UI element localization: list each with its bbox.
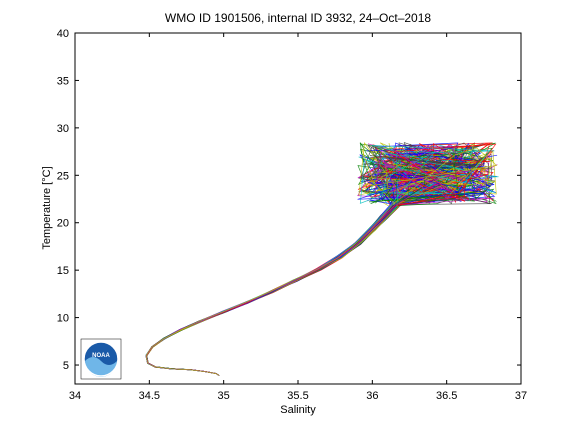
isopycnal-label: 27.8 xyxy=(293,427,309,432)
y-tick-label: 30 xyxy=(57,123,69,135)
isopycnal-label: 27.2 xyxy=(425,427,441,432)
isopycnal-label: 30 xyxy=(515,427,524,432)
y-axis: 5 10 15 20 25 30 35 40 xyxy=(57,28,521,372)
isopycnal-label: 20.4 xyxy=(357,427,373,432)
x-tick-label: 36.5 xyxy=(436,390,457,402)
isopycnal-label: 25.2 xyxy=(357,427,373,432)
isopycnal-label: 28.4 xyxy=(467,427,483,432)
y-tick-label: 5 xyxy=(63,360,69,372)
isopycnal-label: 27 xyxy=(243,427,252,432)
x-tick-label: 35.5 xyxy=(287,390,308,402)
profile-line xyxy=(146,144,433,376)
isopycnal-label: 26.4 xyxy=(398,427,414,432)
x-tick-label: 36 xyxy=(366,390,378,402)
isopycnal-label: 23.2 xyxy=(357,427,373,432)
isopycnal-label: 28 xyxy=(456,427,465,432)
isopycnal-labels: 2020.420.821.221.62222.422.823.223.62424… xyxy=(213,427,528,432)
isopycnal-label: 27.6 xyxy=(439,427,455,432)
isopycnal-label: 26.2 xyxy=(213,427,229,432)
x-tick-label: 34 xyxy=(69,390,81,402)
x-tick-label: 37 xyxy=(515,390,527,402)
isopycnal-label: 23 xyxy=(216,427,225,432)
plot-frame xyxy=(74,32,522,385)
isopycnal-label: 21.2 xyxy=(357,427,373,432)
x-tick-label: 34.5 xyxy=(139,390,160,402)
profile-line xyxy=(145,147,498,376)
isopycnal-label: 21 xyxy=(216,427,225,432)
isopycnal-label: 29 xyxy=(377,427,386,432)
isopycnal-label: 22.6 xyxy=(213,427,229,432)
isopycnal-label: 24.4 xyxy=(357,427,373,432)
isopycnal-label: 23.6 xyxy=(357,427,373,432)
x-tick-label: 35 xyxy=(218,390,230,402)
y-tick-label: 35 xyxy=(57,75,69,87)
isopycnal-label: 20.6 xyxy=(213,427,229,432)
isopycnal-label: 25.6 xyxy=(371,427,387,432)
y-tick-label: 20 xyxy=(57,218,69,230)
isopycnal-label: 29.6 xyxy=(508,427,524,432)
isopycnal-label: 28.6 xyxy=(347,427,363,432)
isopycnal-label: 21.6 xyxy=(357,427,373,432)
isopycnal-label: 20 xyxy=(360,427,369,432)
isopycnal-label: 21.8 xyxy=(213,427,229,432)
isopycnal-label: 25.4 xyxy=(213,427,229,432)
isopycnal-label: 25.8 xyxy=(213,427,229,432)
profile-lines xyxy=(145,142,499,376)
isopycnal-label: 24 xyxy=(360,427,369,432)
y-tick-label: 25 xyxy=(57,170,69,182)
isopycnal-label: 22.8 xyxy=(357,427,373,432)
noaa-logo: NOAA xyxy=(80,338,122,380)
isopycnal-label: 20.8 xyxy=(357,427,373,432)
y-tick-label: 40 xyxy=(57,28,69,40)
y-tick-label: 10 xyxy=(57,313,69,325)
logo-text: NOAA xyxy=(92,353,110,359)
isopycnal-label: 26.6 xyxy=(213,427,229,432)
isopycnal-label: 21.4 xyxy=(213,427,229,432)
isopycnal-label: 23.4 xyxy=(213,427,229,432)
isopycnal-label: 29.2 xyxy=(494,427,510,432)
isopycnal-label: 27.4 xyxy=(266,427,282,432)
isopycnal-label: 22.2 xyxy=(213,427,229,432)
isopycnal-label: 22.4 xyxy=(357,427,373,432)
x-axis-label: Salinity xyxy=(280,404,316,416)
isopycnal-label: 28.8 xyxy=(480,427,496,432)
isopycnal-label: 28.2 xyxy=(320,427,336,432)
isopycnal-label: 26 xyxy=(388,427,397,432)
isopycnal-label: 24.8 xyxy=(357,427,373,432)
chart-title: WMO ID 1901506, internal ID 3932, 24–Oct… xyxy=(165,11,431,25)
y-tick-label: 15 xyxy=(57,265,69,277)
isopycnal-label: 22 xyxy=(360,427,369,432)
isopycnal-label: 20.2 xyxy=(213,427,229,432)
isopycnal-label: 23.8 xyxy=(213,427,229,432)
isopycnal-label: 30.4 xyxy=(512,427,528,432)
x-axis: 34 34.5 35 35.5 36 36.5 37 xyxy=(69,33,527,402)
isopycnal-label: 24.6 xyxy=(213,427,229,432)
isopycnal-label: 26.8 xyxy=(412,427,428,432)
y-axis-label: Temperature [°C] xyxy=(41,166,53,249)
isopycnal-label: 24.2 xyxy=(213,427,229,432)
isopycnal-label: 25 xyxy=(216,427,225,432)
